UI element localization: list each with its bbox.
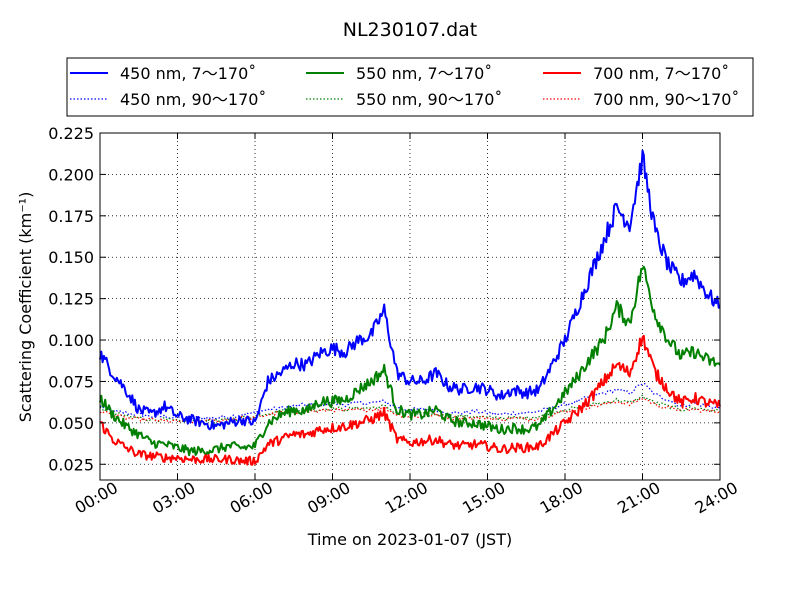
legend-label: 550 nm, 90～170˚ xyxy=(356,90,502,109)
y-tick-label: 0.150 xyxy=(48,248,94,267)
series-line-3 xyxy=(99,265,721,457)
x-tick-label: 24:00 xyxy=(692,478,741,518)
x-tick-label: 06:00 xyxy=(227,478,276,518)
y-tick-label: 0.050 xyxy=(48,414,94,433)
y-tick-label: 0.025 xyxy=(48,455,94,474)
series-line-1 xyxy=(99,149,721,431)
x-tick-label: 03:00 xyxy=(149,478,198,518)
grid-lines xyxy=(100,133,720,480)
x-tick-label: 15:00 xyxy=(459,478,508,518)
chart-title: NL230107.dat xyxy=(343,19,478,41)
y-tick-label: 0.175 xyxy=(48,207,94,226)
legend-label: 450 nm, 90～170˚ xyxy=(120,90,266,109)
x-tick-label: 12:00 xyxy=(382,478,431,518)
series-lines xyxy=(99,149,721,466)
series-line-5 xyxy=(99,334,721,466)
legend-label: 550 nm, 7～170˚ xyxy=(356,64,492,83)
y-tick-label: 0.100 xyxy=(48,331,94,350)
y-tick-label: 0.075 xyxy=(48,372,94,391)
y-tick-label: 0.125 xyxy=(48,290,94,309)
x-tick-label: 18:00 xyxy=(537,478,586,518)
plot-area: 00:00 03:00 06:00 09:00 12:00 15:00 18:00 21:00… xyxy=(48,124,741,518)
x-tick-label: 21:00 xyxy=(614,478,663,518)
legend-label: 450 nm, 7～170˚ xyxy=(120,64,256,83)
legend-label: 700 nm, 7～170˚ xyxy=(593,64,729,83)
legend-label: 700 nm, 90～170˚ xyxy=(593,90,739,109)
x-tick-label: 09:00 xyxy=(304,478,353,518)
y-tick-label: 0.225 xyxy=(48,124,94,143)
y-axis-label: Scattering Coefficient (km⁻¹) xyxy=(16,192,35,423)
x-tick-label: 00:00 xyxy=(72,478,121,518)
legend: 450 nm, 7～170˚ 450 nm, 90～170˚ 550 nm, 7～1… xyxy=(66,57,754,117)
y-tick-label: 0.200 xyxy=(48,165,94,184)
legend-frame xyxy=(66,57,754,117)
x-axis-label: Time on 2023-01-07 (JST) xyxy=(307,530,512,549)
